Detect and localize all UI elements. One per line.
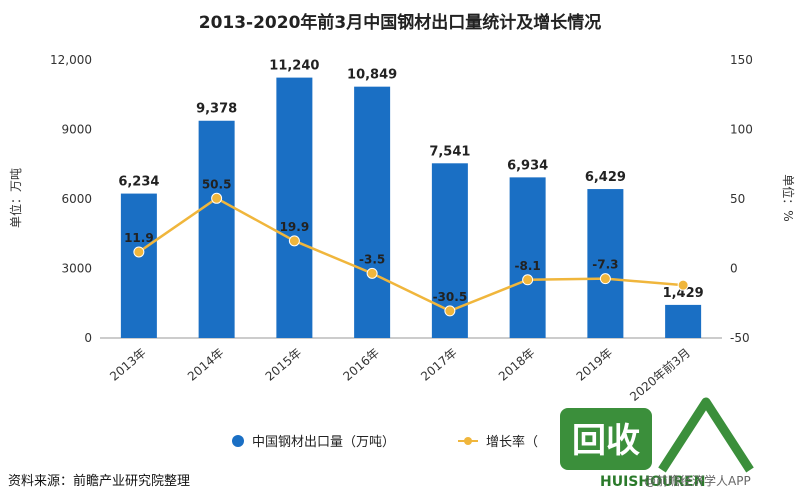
line-point — [522, 274, 534, 286]
left-axis: 0 3000 6000 9000 12,000 — [50, 53, 92, 345]
bar-value-label: 11,240 — [269, 59, 319, 74]
source-note: 资料来源：前瞻产业研究院整理 — [8, 473, 190, 489]
x-tick-label: 2017年 — [418, 346, 460, 384]
bar-series — [120, 77, 702, 339]
logo-glyph: 回收 — [572, 421, 640, 461]
watermark-brand: HUISHOUREN — [600, 474, 705, 490]
bar-value-label: 6,234 — [118, 175, 159, 190]
bar-value-label: 9,378 — [196, 102, 237, 117]
right-axis: -50 0 50 100 150 — [730, 53, 753, 345]
bar-value-label: 6,429 — [585, 170, 626, 185]
rate-labels: 11.9 50.5 19.9 -3.5 -30.5 -8.1 -7.3 — [124, 177, 618, 304]
right-tick-label: -50 — [730, 331, 750, 345]
x-tick-label: 2016年 — [340, 346, 382, 384]
legend-bar-marker — [232, 435, 244, 447]
line-series — [133, 192, 689, 317]
x-tick-label: 2019年 — [574, 346, 616, 384]
logo-person-icon — [658, 397, 754, 473]
bar — [198, 120, 235, 338]
line-point — [599, 273, 611, 285]
rate-value-label: -3.5 — [359, 252, 385, 266]
line-point — [288, 235, 300, 247]
legend-bar-text: 中国钢材出口量（万吨） — [252, 435, 395, 450]
left-axis-label: 单位：万吨 — [8, 168, 23, 228]
left-tick-label: 9000 — [61, 123, 92, 137]
bar-value-label: 6,934 — [507, 158, 548, 173]
line-point — [133, 246, 145, 258]
bar — [587, 189, 624, 338]
logo-box-icon — [560, 408, 652, 470]
growth-rate-line — [138, 196, 684, 313]
line-point — [211, 192, 223, 204]
left-tick-label: 6000 — [61, 192, 92, 206]
x-tick-label: 2014年 — [185, 346, 227, 384]
line-point — [444, 305, 456, 317]
bar-value-label: 10,849 — [347, 68, 397, 83]
line-point — [677, 279, 689, 291]
left-tick-label: 12,000 — [50, 53, 92, 67]
rate-value-label: -30.5 — [433, 290, 468, 304]
watermark-app: @前瞻经济学人APP — [644, 473, 751, 488]
x-tick-label: 2018年 — [496, 346, 538, 384]
right-axis-label: 单位：% — [781, 174, 796, 221]
left-tick-label: 0 — [84, 331, 92, 345]
bar — [120, 193, 157, 338]
rate-value-label: 11.9 — [124, 231, 154, 245]
bar-value-label: 1,429 — [663, 286, 704, 301]
left-tick-label: 3000 — [61, 262, 92, 276]
watermark-logo: 回收 HUISHOUREN @前瞻经济学人APP — [560, 397, 754, 490]
x-tick-label: 2013年 — [107, 346, 149, 384]
bar — [509, 177, 546, 338]
legend-line-dot — [464, 437, 472, 445]
x-tick-label: 2015年 — [263, 346, 305, 384]
bar — [665, 304, 702, 338]
right-tick-label: 150 — [730, 53, 753, 67]
bar-value-label: 7,541 — [429, 144, 470, 159]
rate-value-label: -8.1 — [515, 259, 541, 273]
x-tick-labels: 2013年 2014年 2015年 2016年 2017年 2018年 2019年 2020年… — [107, 345, 693, 404]
rate-value-label: 50.5 — [202, 177, 232, 191]
rate-value-label: 19.9 — [280, 220, 310, 234]
legend-line-text: 增长率（ — [486, 434, 538, 450]
rate-value-label: -7.3 — [592, 258, 618, 272]
bar — [276, 77, 313, 339]
right-tick-label: 0 — [730, 262, 738, 276]
x-tick-label: 2020年前3月 — [627, 345, 693, 404]
legend: 中国钢材出口量（万吨） 增长率（ — [232, 434, 538, 450]
bar-labels: 6,234 9,378 11,240 10,849 7,541 6,934 6,429 1,4… — [118, 59, 703, 301]
right-tick-label: 50 — [730, 192, 745, 206]
chart-title: 2013-2020年前3月中国钢材出口量统计及增长情况 — [199, 12, 602, 33]
right-tick-label: 100 — [730, 123, 753, 137]
bar — [354, 86, 391, 339]
line-point — [366, 267, 378, 279]
